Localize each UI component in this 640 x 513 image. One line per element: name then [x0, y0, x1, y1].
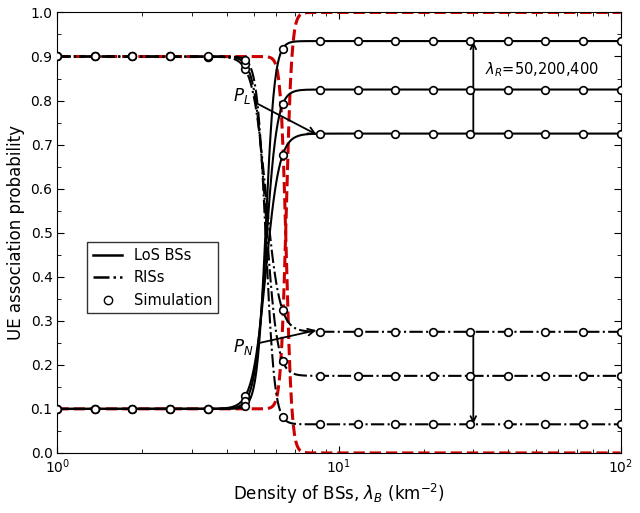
- Y-axis label: UE association probability: UE association probability: [7, 125, 25, 340]
- X-axis label: Density of BSs, $\lambda_B$ (km$^{-2}$): Density of BSs, $\lambda_B$ (km$^{-2}$): [233, 482, 445, 506]
- Legend: LoS BSs, RISs, Simulation: LoS BSs, RISs, Simulation: [87, 242, 218, 313]
- Text: $P_L$: $P_L$: [233, 86, 315, 133]
- Text: $P_N$: $P_N$: [233, 329, 314, 357]
- Text: $\lambda_R$=50,200,400: $\lambda_R$=50,200,400: [485, 60, 599, 79]
